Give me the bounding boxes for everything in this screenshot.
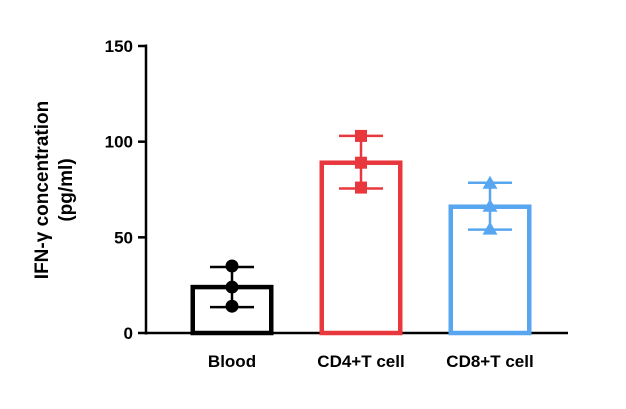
x-category-label: CD8+T cell xyxy=(446,352,533,371)
data-point xyxy=(482,221,498,235)
data-point xyxy=(225,280,239,294)
data-point xyxy=(482,198,498,212)
y-tick-label: 100 xyxy=(105,133,133,152)
data-point xyxy=(225,299,239,313)
x-category-label: CD4+T cell xyxy=(317,352,404,371)
y-tick-label: 150 xyxy=(105,37,133,56)
y-tick-label: 0 xyxy=(124,324,133,343)
data-point xyxy=(355,129,367,142)
y-tick-label: 50 xyxy=(114,228,133,247)
x-category-label: Blood xyxy=(208,352,256,371)
y-axis-title: IFN-γ concentration (pg/ml) xyxy=(32,101,77,279)
data-point xyxy=(355,181,367,194)
plot-area: 0 50 100 150 Blood CD4+T cell CD8+T cell xyxy=(105,37,568,371)
y-axis-title-line-1: IFN-γ concentration xyxy=(32,101,53,279)
y-axis-title-line-2: (pg/ml) xyxy=(56,158,77,221)
data-point xyxy=(225,259,239,273)
data-point xyxy=(482,175,498,189)
data-point xyxy=(355,156,367,169)
